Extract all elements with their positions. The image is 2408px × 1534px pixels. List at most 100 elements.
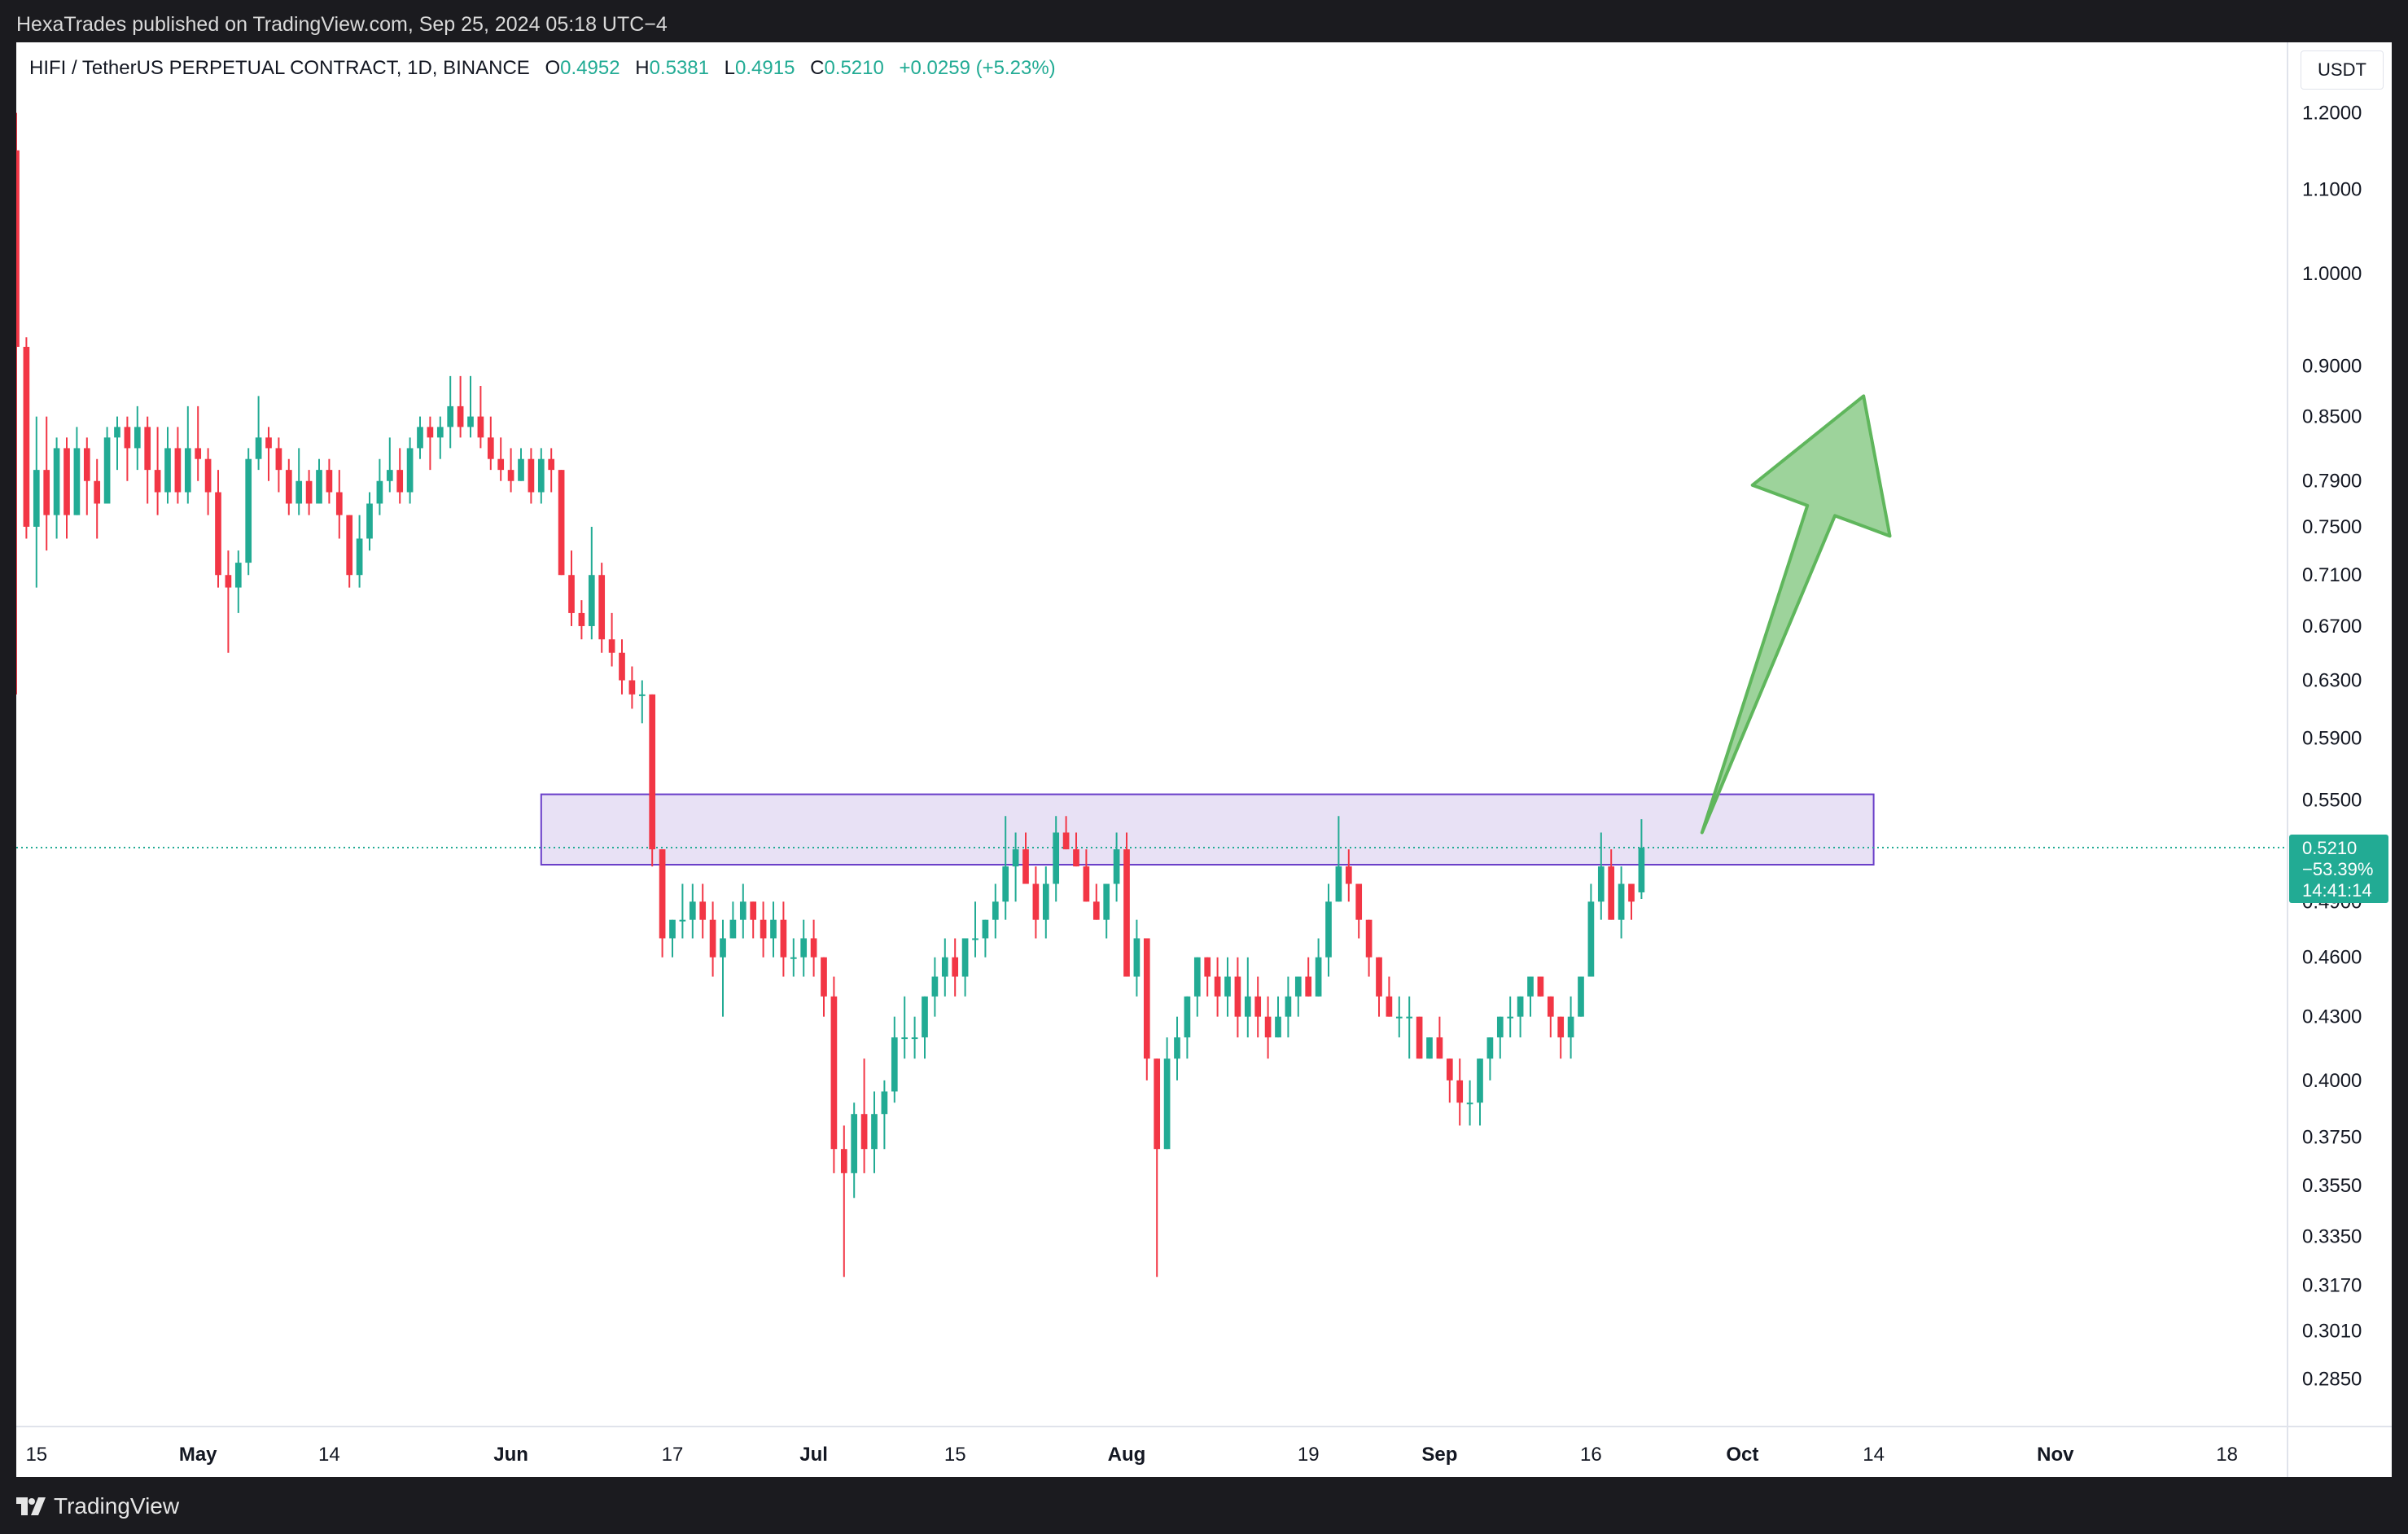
candle-body[interactable] bbox=[366, 503, 373, 539]
candle-body[interactable] bbox=[386, 470, 393, 481]
candle-body[interactable] bbox=[1133, 938, 1141, 977]
candle-body[interactable] bbox=[477, 416, 484, 438]
candle-body[interactable] bbox=[830, 996, 838, 1150]
candle-body[interactable] bbox=[720, 938, 726, 958]
candle-body[interactable] bbox=[1002, 866, 1009, 902]
candle-body[interactable] bbox=[972, 938, 979, 940]
projection-arrow[interactable] bbox=[1700, 394, 1892, 835]
candle-body[interactable] bbox=[346, 515, 353, 576]
candle-body[interactable] bbox=[891, 1037, 898, 1092]
candle-body[interactable] bbox=[528, 458, 535, 493]
candle-body[interactable] bbox=[598, 575, 606, 640]
candle-body[interactable] bbox=[638, 694, 646, 696]
candle-body[interactable] bbox=[699, 901, 707, 920]
candle-body[interactable] bbox=[53, 448, 60, 515]
candle-body[interactable] bbox=[800, 938, 808, 958]
candle-body[interactable] bbox=[1557, 1016, 1565, 1038]
candle-body[interactable] bbox=[497, 458, 505, 471]
candle-body[interactable] bbox=[356, 538, 363, 576]
candle-body[interactable] bbox=[729, 919, 737, 939]
candle-body[interactable] bbox=[16, 150, 20, 347]
candle-body[interactable] bbox=[1012, 849, 1019, 867]
candle-body[interactable] bbox=[1042, 883, 1049, 920]
candle-body[interactable] bbox=[992, 901, 999, 920]
candle-body[interactable] bbox=[1193, 957, 1201, 997]
candle-body[interactable] bbox=[1567, 1016, 1574, 1038]
candle-body[interactable] bbox=[124, 427, 131, 449]
candle-body[interactable] bbox=[790, 957, 797, 959]
candle-body[interactable] bbox=[134, 427, 141, 449]
candle-body[interactable] bbox=[1103, 883, 1110, 920]
candle-body[interactable] bbox=[195, 448, 202, 459]
resistance-zone[interactable] bbox=[540, 793, 1875, 866]
candle-body[interactable] bbox=[840, 1149, 847, 1173]
candle-body[interactable] bbox=[33, 470, 40, 527]
candle-body[interactable] bbox=[1305, 976, 1312, 997]
candle-body[interactable] bbox=[871, 1114, 878, 1150]
candle-body[interactable] bbox=[669, 919, 676, 939]
candle-body[interactable] bbox=[649, 694, 656, 850]
candle-body[interactable] bbox=[1214, 976, 1221, 997]
candle-body[interactable] bbox=[1325, 901, 1332, 958]
candle-body[interactable] bbox=[750, 901, 757, 920]
candle-body[interactable] bbox=[316, 470, 322, 504]
candle-body[interactable] bbox=[1234, 976, 1241, 1017]
candle-body[interactable] bbox=[184, 448, 191, 493]
candle-body[interactable] bbox=[1123, 849, 1130, 977]
candle-body[interactable] bbox=[427, 427, 434, 438]
candle-body[interactable] bbox=[952, 957, 959, 977]
chart-frame[interactable]: 1.2000 1.1000 1.0000 0.9000 0.8500 0.7900 0.75… bbox=[16, 42, 2392, 1477]
candle-body[interactable] bbox=[1578, 976, 1584, 1017]
candle-body[interactable] bbox=[376, 480, 383, 504]
candle-body[interactable] bbox=[1032, 883, 1040, 920]
candle-body[interactable] bbox=[1426, 1037, 1433, 1059]
candle-body[interactable] bbox=[1477, 1058, 1483, 1103]
candle-body[interactable] bbox=[1285, 996, 1292, 1017]
candle-body[interactable] bbox=[1466, 1102, 1473, 1105]
candle-body[interactable] bbox=[1244, 996, 1251, 1017]
candle-body[interactable] bbox=[63, 448, 70, 515]
candle-body[interactable] bbox=[406, 448, 414, 493]
candle-body[interactable] bbox=[1486, 1037, 1494, 1059]
candle-body[interactable] bbox=[335, 492, 343, 515]
candle-body[interactable] bbox=[821, 957, 827, 997]
candle-body[interactable] bbox=[1628, 883, 1635, 902]
candle-body[interactable] bbox=[144, 427, 151, 471]
candle-body[interactable] bbox=[619, 652, 625, 681]
candle-body[interactable] bbox=[1386, 996, 1393, 1017]
candle-body[interactable] bbox=[204, 458, 212, 493]
candle-body[interactable] bbox=[296, 480, 303, 504]
candle-body[interactable] bbox=[578, 612, 585, 626]
candle-body[interactable] bbox=[1275, 1016, 1281, 1038]
candle-body[interactable] bbox=[1294, 976, 1302, 997]
candle-body[interactable] bbox=[1608, 866, 1615, 920]
candle-body[interactable] bbox=[1517, 996, 1524, 1017]
candle-body[interactable] bbox=[689, 901, 696, 920]
candle-body[interactable] bbox=[1315, 957, 1322, 997]
candle-body[interactable] bbox=[548, 458, 555, 471]
candle-body[interactable] bbox=[234, 563, 242, 588]
candle-body[interactable] bbox=[114, 427, 120, 438]
candle-body[interactable] bbox=[518, 458, 524, 481]
candle-body[interactable] bbox=[1376, 957, 1382, 997]
candle-body[interactable] bbox=[760, 919, 767, 939]
candle-body[interactable] bbox=[43, 470, 50, 515]
candle-body[interactable] bbox=[1527, 976, 1534, 997]
candle-body[interactable] bbox=[285, 470, 292, 504]
candle-body[interactable] bbox=[1507, 1016, 1514, 1019]
candle-body[interactable] bbox=[1083, 866, 1090, 902]
candle-body[interactable] bbox=[851, 1114, 858, 1173]
candle-body[interactable] bbox=[588, 575, 595, 626]
candle-body[interactable] bbox=[1163, 1058, 1171, 1150]
candle-body[interactable] bbox=[608, 639, 615, 653]
tradingview-logo[interactable]: TradingView bbox=[16, 1492, 179, 1521]
candle-body[interactable] bbox=[558, 470, 565, 576]
candle-body[interactable] bbox=[739, 901, 746, 920]
candle-body[interactable] bbox=[1154, 1058, 1161, 1150]
candle-body[interactable] bbox=[457, 405, 464, 427]
candle-body[interactable] bbox=[417, 427, 423, 449]
candle-body[interactable] bbox=[931, 976, 939, 997]
candle-body[interactable] bbox=[225, 575, 232, 588]
candle-body[interactable] bbox=[1547, 996, 1554, 1017]
candle-body[interactable] bbox=[922, 996, 928, 1038]
